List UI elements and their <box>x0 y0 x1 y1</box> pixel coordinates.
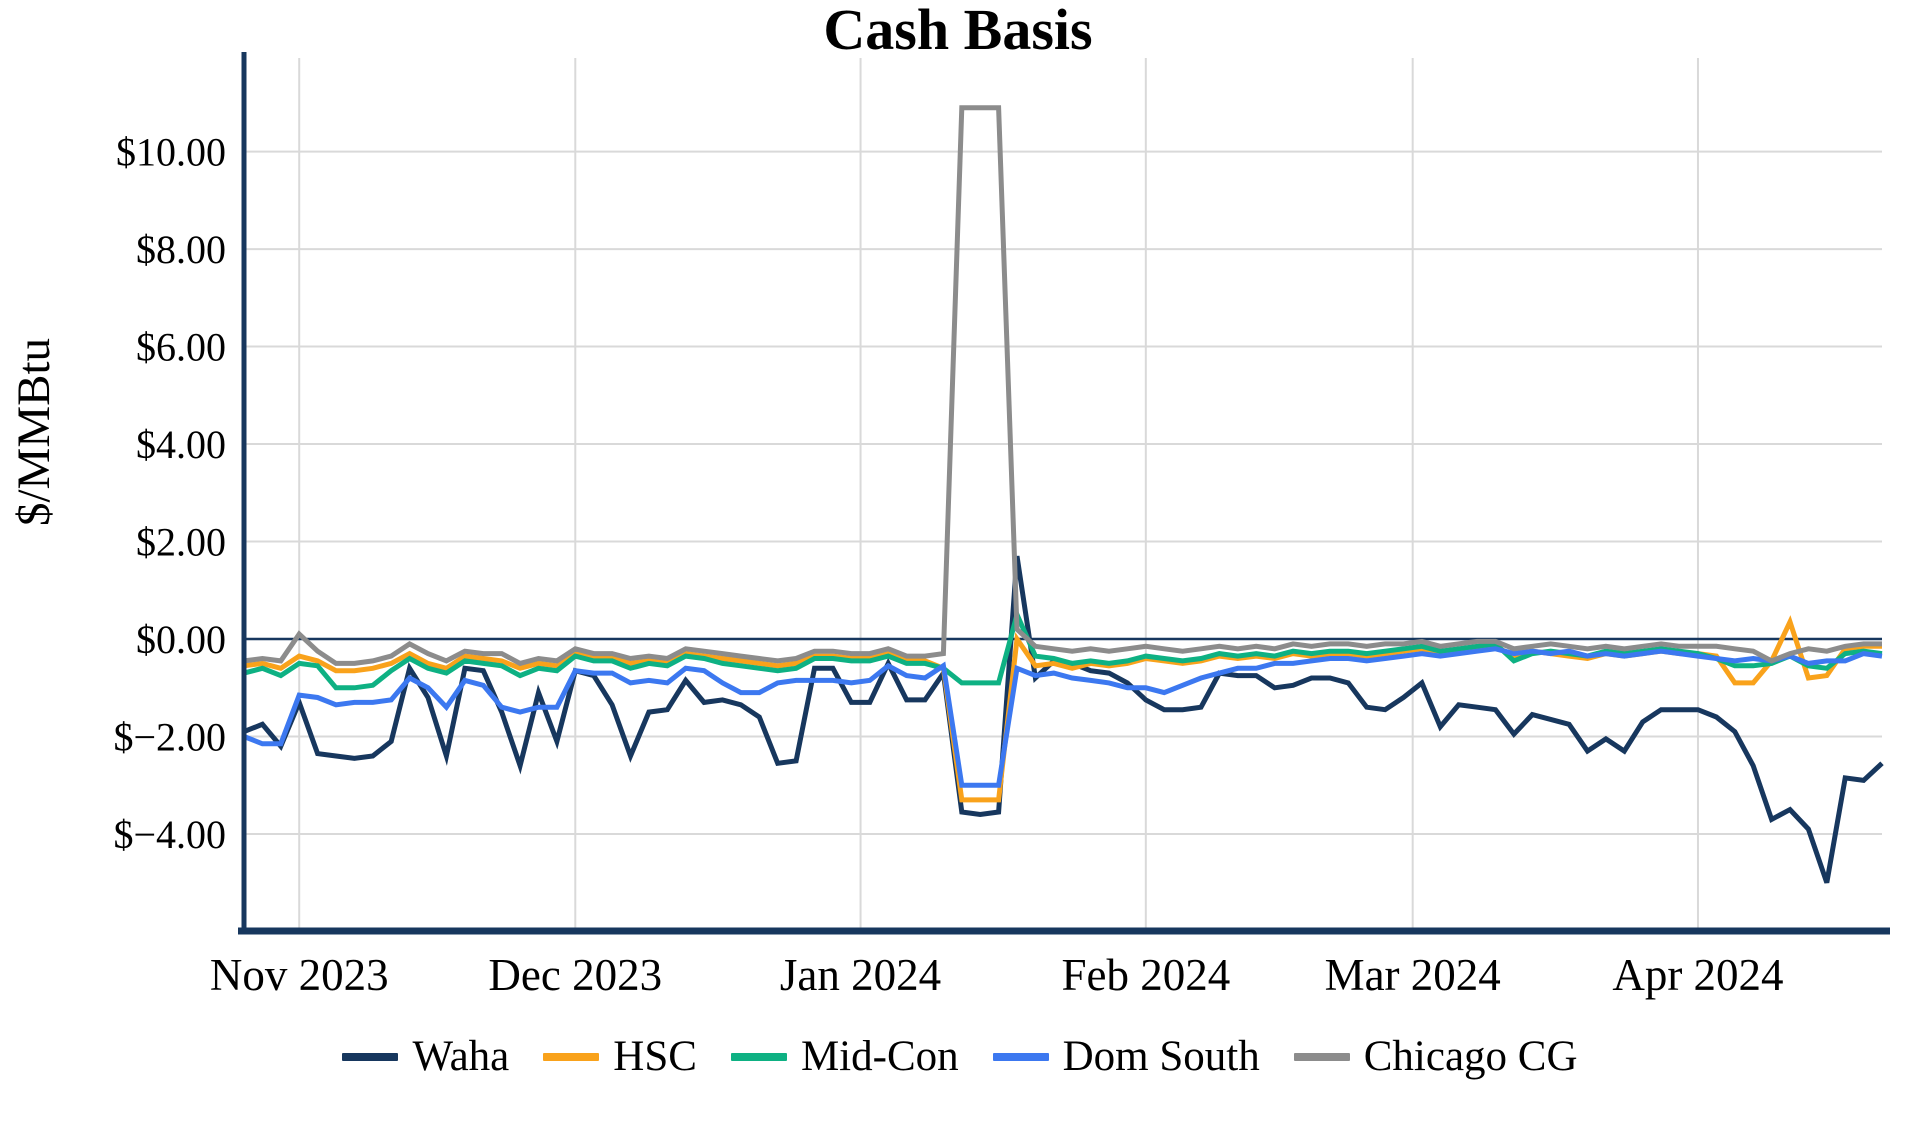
legend-item-dom-south: Dom South <box>992 1032 1260 1081</box>
legend-item-mid-con: Mid-Con <box>730 1032 959 1081</box>
chart-title: Cash Basis <box>823 0 1093 62</box>
legend-item-chicago-cg: Chicago CG <box>1293 1032 1578 1081</box>
legend-swatch-dom-south <box>992 1052 1049 1061</box>
x-tick-label: Dec 2023 <box>488 950 662 1000</box>
x-tick-label: Nov 2023 <box>210 950 389 1000</box>
legend-item-hsc: HSC <box>543 1032 697 1081</box>
legend-swatch-waha <box>342 1052 399 1061</box>
y-tick-label: $6.00 <box>136 325 226 370</box>
legend-label: HSC <box>613 1033 697 1080</box>
y-tick-label: $10.00 <box>116 130 226 175</box>
legend-label: Chicago CG <box>1363 1033 1578 1080</box>
legend-label: Waha <box>412 1033 510 1080</box>
legend-item-waha: Waha <box>342 1032 509 1081</box>
y-tick-label: $2.00 <box>136 520 226 565</box>
y-tick-label: $8.00 <box>136 227 226 272</box>
x-tick-label: Feb 2024 <box>1061 950 1230 1000</box>
y-tick-label: $−4.00 <box>113 812 226 857</box>
legend-label: Mid-Con <box>800 1033 959 1080</box>
legend: Waha HSC Mid-Con Dom South Chicago CG <box>0 1032 1920 1081</box>
x-tick-label: Apr 2024 <box>1612 950 1783 1000</box>
x-tick-label: Jan 2024 <box>780 950 941 1000</box>
legend-swatch-chicago-cg <box>1293 1052 1350 1061</box>
series-line-dom-south <box>243 646 1883 788</box>
x-tick-label: Mar 2024 <box>1325 950 1501 1000</box>
legend-swatch-mid-con <box>730 1052 787 1061</box>
y-tick-label: $−2.00 <box>113 714 226 759</box>
legend-label: Dom South <box>1062 1033 1260 1080</box>
legend-swatch-hsc <box>543 1052 600 1061</box>
y-tick-label: $0.00 <box>136 617 226 662</box>
series-line-chicago-cg <box>243 105 1882 667</box>
y-tick-label: $4.00 <box>136 422 226 467</box>
